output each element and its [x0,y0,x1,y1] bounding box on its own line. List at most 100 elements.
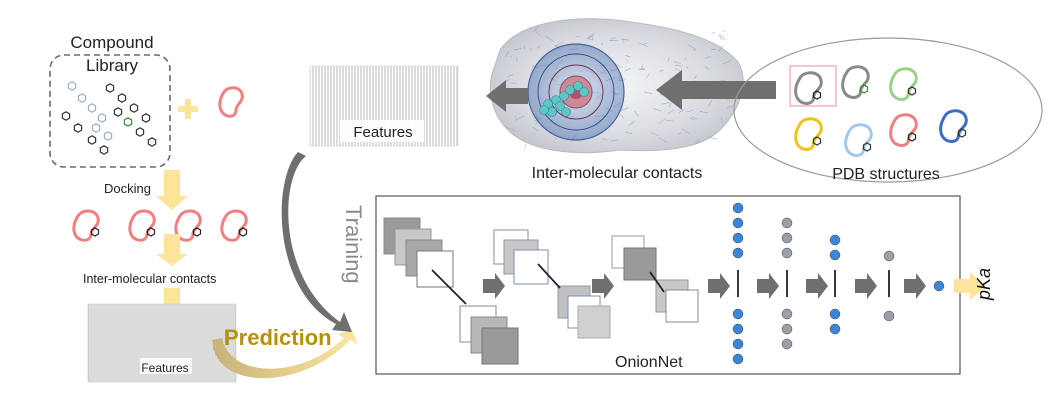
arrow-icon [806,273,828,299]
prediction-label: Prediction [224,325,332,350]
backbone-line [691,115,698,120]
pdb-to-contacts-arrow-icon [656,70,776,110]
backbone-line [718,45,724,52]
ligand-hexagon-icon [862,142,872,152]
arrow-icon [592,273,614,299]
ligand-hexagon-icon [146,227,156,237]
ligand-hexagon-icon [67,81,77,91]
ligand-hexagon-icon [812,136,822,146]
backbone-line [699,111,709,114]
ligand-atom [539,105,549,115]
neuron-node-icon [829,249,841,261]
backbone-line [554,41,564,48]
backbone-line [535,31,541,37]
network-arrows [483,273,926,299]
feature-map [416,250,454,288]
ligand-hexagon-icon [135,127,145,137]
backbone-line [609,37,617,40]
backbone-line [554,137,558,140]
ligand-atom [547,107,557,117]
compound-library-title-line1: Compound [70,33,153,52]
ligand-hexagon-icon [812,90,822,100]
connector-line [431,269,467,305]
backbone-line [532,126,539,132]
backbone-line [587,33,595,40]
neuron-node-icon [781,308,793,320]
backbone-line [622,38,625,44]
backbone-line [678,109,685,113]
backbone-line [726,105,733,109]
backbone-line [634,111,639,117]
connector-line [649,271,665,293]
ligand-hexagon-icon [907,86,917,96]
ligand-hexagon-icon [192,227,202,237]
backbone-line [514,115,524,121]
backbone-line [505,126,515,132]
ligand-hexagon-icon [113,107,123,117]
backbone-line [625,58,629,63]
neuron-node-icon [732,202,744,214]
ligand-hexagon-icon [141,113,151,123]
backbone-line [658,137,668,143]
output-arrow-icon [954,272,986,300]
ligand-hexagon-icon [238,227,248,237]
pdb-protein-icons [794,65,968,157]
neuron-node-icon [781,232,793,244]
features-label-top: Features [353,124,412,141]
backbone-line [687,44,697,50]
ligand-atom [561,107,571,117]
ligand-hexagon-icon [907,132,917,142]
ligand-hexagon-icon [73,123,83,133]
ligand-hexagon-icon [91,123,101,133]
backbone-line [686,66,689,70]
ligand-hexagon-icon [957,128,967,138]
dense-layer-nodes [732,202,945,365]
ligand-hexagon-icon [97,113,107,123]
ligand-atom [579,87,589,97]
arrow-icon [757,273,779,299]
ligand-hexagon-icon [87,103,97,113]
feature-map [513,249,549,285]
backbone-line [667,109,675,115]
backbone-line [638,68,645,71]
neuron-node-icon [883,310,895,322]
backbone-line [695,139,701,144]
backbone-line [689,117,695,121]
backbone-line [667,57,670,62]
backbone-line [646,72,651,79]
backbone-line [510,55,512,58]
ligand-hexagon-icon [90,227,100,237]
backbone-line [524,143,526,149]
backbone-line [704,66,710,70]
backbone-line [708,136,718,140]
feature-map [665,289,699,323]
docking-arrow-icon [156,170,188,210]
ligand-hexagon-icon [859,84,869,94]
compound-library-title-line2: Library [86,56,138,75]
feature-matrix-left: Features [87,303,237,383]
backbone-line [684,58,687,60]
backbone-line [711,31,716,34]
ligand-hexagon-icon [123,117,133,127]
backbone-line [719,33,726,40]
backbone-line [694,75,697,79]
backbone-line [707,100,713,107]
backbone-line [642,68,646,70]
plus-icon [178,99,198,119]
ligand-atom [573,81,583,91]
backbone-line [628,121,635,126]
backbone-line [601,138,608,141]
neuron-node-icon [781,217,793,229]
backbone-line [677,132,683,135]
pdb-structures-panel: PDB structures [733,37,1043,183]
pka-output-label: pKa [974,268,994,301]
cnn-feature-maps [383,217,699,365]
ligand-hexagon-icon [105,83,115,93]
backbone-line [681,128,690,135]
backbone-line [661,101,670,105]
neuron-node-icon [732,308,744,320]
neuron-node-icon [732,217,744,229]
backbone-line [587,33,595,37]
feature-map [481,327,519,365]
backbone-line [638,42,648,47]
